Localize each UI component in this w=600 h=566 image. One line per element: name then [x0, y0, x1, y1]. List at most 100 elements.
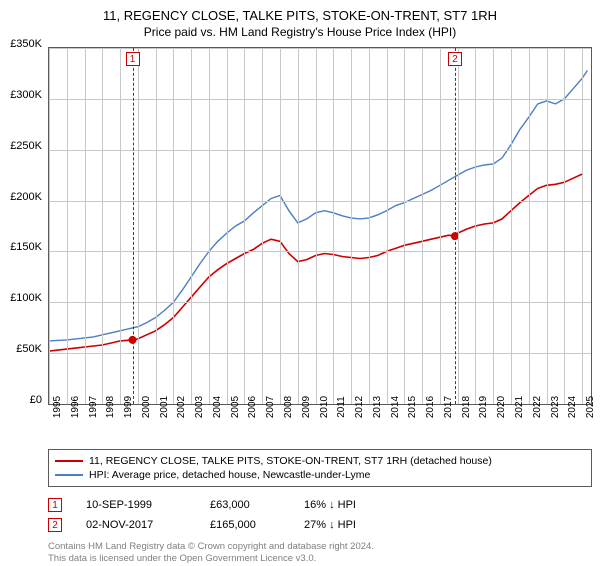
annotation-row: 110-SEP-1999£63,00016% ↓ HPI — [48, 495, 592, 515]
footer-line-1: Contains HM Land Registry data © Crown c… — [48, 541, 592, 553]
gridline-v — [529, 48, 530, 404]
gridline-v — [493, 48, 494, 404]
annotation-num: 2 — [48, 518, 62, 532]
gridline-h — [49, 99, 591, 100]
x-tick-label: 1995 — [52, 396, 63, 418]
gridline-h — [49, 251, 591, 252]
x-tick-label: 2019 — [478, 396, 489, 418]
marker-box: 2 — [448, 52, 462, 66]
annotation-row: 2 02-NOV-2017 £165,000 27% ↓ HPI — [48, 515, 592, 535]
y-tick-label: £100K — [10, 292, 42, 304]
gridline-v — [440, 48, 441, 404]
x-tick-label: 1997 — [88, 396, 99, 418]
x-tick-label: 2006 — [247, 396, 258, 418]
annotation-date: 02-NOV-2017 — [86, 519, 186, 531]
x-tick-label: 1999 — [123, 396, 134, 418]
x-tick-label: 2001 — [159, 396, 170, 418]
gridline-v — [387, 48, 388, 404]
legend-row: HPI: Average price, detached house, Newc… — [55, 468, 585, 482]
gridline-v — [511, 48, 512, 404]
y-tick-label: £350K — [10, 38, 42, 50]
gridline-v — [369, 48, 370, 404]
x-tick-label: 2024 — [567, 396, 578, 418]
gridline-v — [475, 48, 476, 404]
legend-label: HPI: Average price, detached house, Newc… — [89, 469, 370, 481]
x-tick-label: 2002 — [176, 396, 187, 418]
annotations: 110-SEP-1999£63,00016% ↓ HPI202-NOV-2017… — [48, 495, 592, 535]
marker-line — [133, 48, 134, 404]
marker-line — [455, 48, 456, 404]
gridline-v — [244, 48, 245, 404]
x-tick-label: 2021 — [514, 396, 525, 418]
gridline-h — [49, 48, 591, 49]
gridline-v — [422, 48, 423, 404]
gridline-h — [49, 150, 591, 151]
y-axis: £0£50K£100K£150K£200K£250K£300K£350K — [0, 44, 46, 404]
gridline-v — [49, 48, 50, 404]
gridline-v — [120, 48, 121, 404]
gridline-v — [191, 48, 192, 404]
legend-row: 11, REGENCY CLOSE, TALKE PITS, STOKE-ON-… — [55, 454, 585, 468]
gridline-v — [351, 48, 352, 404]
gridline-v — [333, 48, 334, 404]
y-tick-label: £300K — [10, 89, 42, 101]
x-tick-label: 2005 — [230, 396, 241, 418]
x-tick-label: 1996 — [70, 396, 81, 418]
footer: Contains HM Land Registry data © Crown c… — [48, 541, 592, 566]
gridline-v — [102, 48, 103, 404]
x-tick-label: 1998 — [105, 396, 116, 418]
x-tick-label: 2009 — [301, 396, 312, 418]
annotation-date: 10-SEP-1999 — [86, 499, 186, 511]
gridline-v — [298, 48, 299, 404]
gridline-v — [138, 48, 139, 404]
x-tick-label: 2014 — [390, 396, 401, 418]
x-axis: 1995199619971998199920002001200220032004… — [48, 405, 592, 445]
legend: 11, REGENCY CLOSE, TALKE PITS, STOKE-ON-… — [48, 449, 592, 487]
title-sub: Price paid vs. HM Land Registry's House … — [0, 25, 600, 39]
gridline-v — [316, 48, 317, 404]
x-tick-label: 2025 — [585, 396, 596, 418]
annotation-price: £165,000 — [210, 519, 280, 531]
gridline-v — [209, 48, 210, 404]
y-tick-label: £200K — [10, 191, 42, 203]
annotation-num: 1 — [48, 498, 62, 512]
y-tick-label: £50K — [16, 343, 42, 355]
x-tick-label: 2015 — [407, 396, 418, 418]
x-tick-label: 2020 — [496, 396, 507, 418]
gridline-v — [564, 48, 565, 404]
gridline-h — [49, 302, 591, 303]
annotation-pct: 27% ↓ HPI — [304, 519, 356, 531]
x-tick-label: 2011 — [336, 396, 347, 418]
gridline-v — [458, 48, 459, 404]
legend-label: 11, REGENCY CLOSE, TALKE PITS, STOKE-ON-… — [89, 455, 492, 467]
y-tick-label: £0 — [30, 394, 42, 406]
gridline-v — [547, 48, 548, 404]
x-tick-label: 2023 — [550, 396, 561, 418]
series-line-hpi — [49, 70, 587, 341]
gridline-v — [156, 48, 157, 404]
x-tick-label: 2003 — [194, 396, 205, 418]
gridline-v — [404, 48, 405, 404]
plot-svg — [49, 48, 591, 404]
gridline-v — [262, 48, 263, 404]
gridline-v — [85, 48, 86, 404]
gridline-v — [67, 48, 68, 404]
chart-container: 11, REGENCY CLOSE, TALKE PITS, STOKE-ON-… — [0, 0, 600, 560]
x-tick-label: 2018 — [461, 396, 472, 418]
gridline-v — [280, 48, 281, 404]
title-block: 11, REGENCY CLOSE, TALKE PITS, STOKE-ON-… — [0, 0, 600, 43]
x-tick-label: 2010 — [319, 396, 330, 418]
title-main: 11, REGENCY CLOSE, TALKE PITS, STOKE-ON-… — [0, 8, 600, 23]
chart-area: 12 — [48, 47, 592, 405]
x-tick-label: 2013 — [372, 396, 383, 418]
x-tick-label: 2008 — [283, 396, 294, 418]
x-tick-label: 2004 — [212, 396, 223, 418]
x-tick-label: 2007 — [265, 396, 276, 418]
x-tick-label: 2012 — [354, 396, 365, 418]
marker-box: 1 — [126, 52, 140, 66]
gridline-v — [227, 48, 228, 404]
annotation-pct: 16% ↓ HPI — [304, 499, 356, 511]
gridline-v — [582, 48, 583, 404]
x-tick-label: 2016 — [425, 396, 436, 418]
legend-swatch — [55, 460, 83, 462]
